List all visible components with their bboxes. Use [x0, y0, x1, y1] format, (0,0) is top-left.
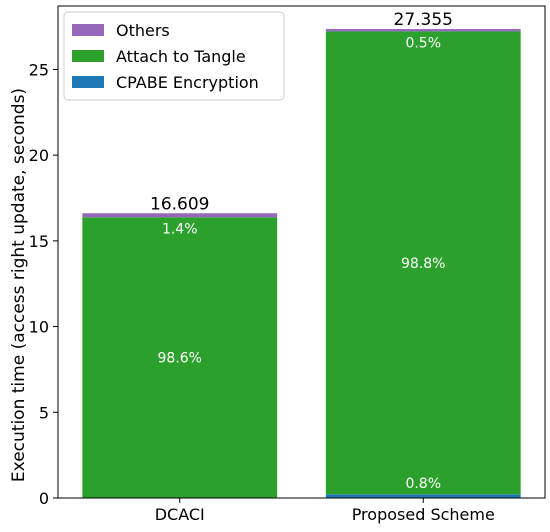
bar-percent-label: 98.8%	[401, 256, 445, 272]
legend-label: Others	[116, 21, 170, 40]
legend-swatch-cpabe-encryption	[72, 76, 104, 88]
bar-percent-label: 0.8%	[405, 476, 441, 492]
bar-segment-cpabe-encryption	[325, 494, 521, 498]
x-tick-label: DCACI	[155, 505, 205, 524]
axes-group: DCACI Proposed Scheme 0 5 10 15 20 25	[29, 5, 546, 524]
x-tick-label: Proposed Scheme	[352, 505, 495, 524]
bars-group	[82, 29, 521, 498]
legend-swatch-attach-to-tangle	[72, 50, 104, 62]
legend: Others Attach to Tangle CPABE Encryption	[63, 11, 285, 101]
bar-percent-label: 98.6%	[158, 351, 202, 367]
legend-label: Attach to Tangle	[116, 47, 246, 66]
bar-segment-attach-to-tangle	[325, 31, 521, 495]
bar-percent-label: 1.4%	[162, 221, 198, 237]
y-tick-label: 10	[29, 318, 49, 337]
bar-total-label: 27.355	[394, 10, 453, 30]
y-tick-label: 0	[39, 489, 49, 508]
bar-segment-others	[325, 29, 521, 32]
bar-percent-label: 0.5%	[405, 35, 441, 51]
y-tick-label: 5	[39, 403, 49, 422]
y-tick-label: 20	[29, 146, 49, 165]
legend-label: CPABE Encryption	[116, 73, 259, 92]
y-tick-label: 15	[29, 232, 49, 251]
plot-frame	[57, 5, 546, 499]
y-axis-label: Execution time (access right update, sec…	[9, 88, 29, 482]
legend-box	[63, 11, 285, 101]
y-tick-label: 25	[29, 60, 49, 79]
bar-segment-attach-to-tangle	[82, 217, 278, 498]
legend-swatch-others	[72, 24, 104, 36]
bar-segment-others	[82, 213, 278, 218]
bar-total-label: 16.609	[150, 194, 209, 214]
bar-labels-group: 16.609 98.6% 1.4% 27.355 0.8% 98.8% 0.5%	[150, 10, 453, 492]
